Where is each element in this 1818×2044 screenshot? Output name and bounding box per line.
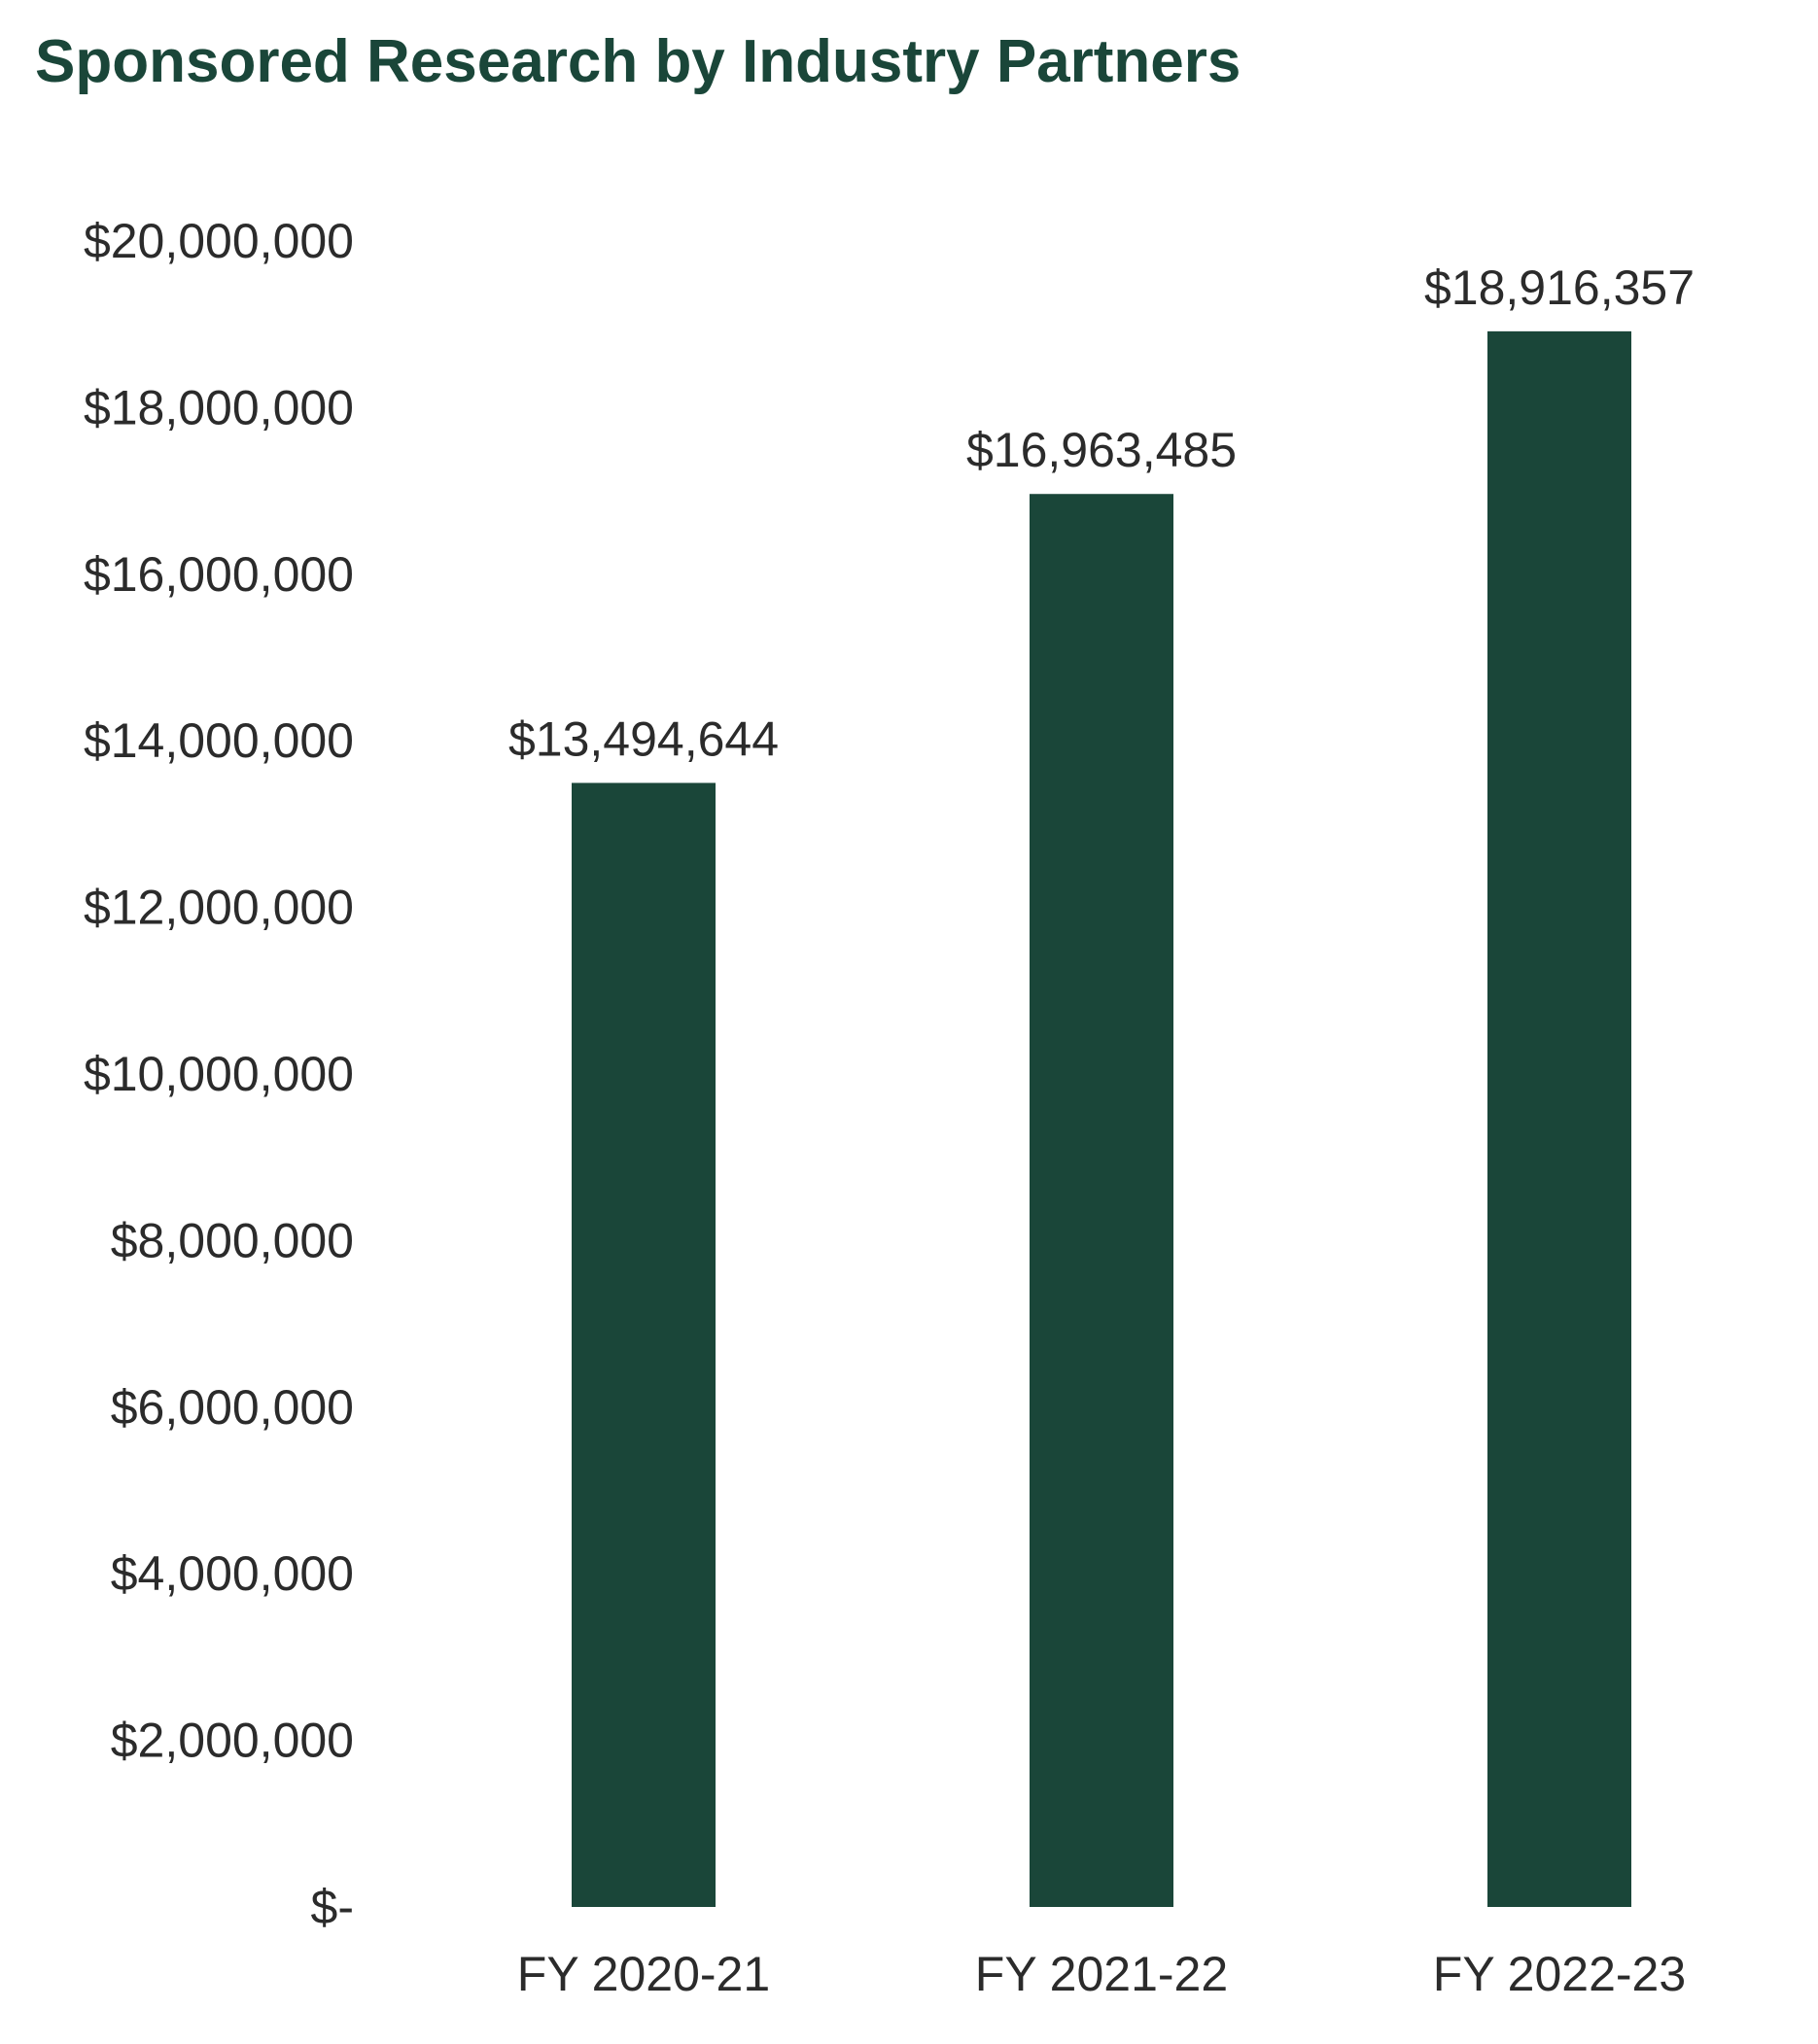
bars (572, 330, 1631, 1908)
y-tick-label: $2,000,000 (111, 1714, 354, 1768)
y-tick-label: $12,000,000 (84, 881, 354, 935)
y-tick-label: $- (311, 1880, 354, 1934)
y-axis: $- $2,000,000 $4,000,000 $6,000,000 $8,000,0… (84, 214, 354, 1934)
data-label: $16,963,485 (966, 423, 1237, 477)
bar (1030, 494, 1173, 1907)
bar (572, 782, 716, 1907)
y-tick-label: $6,000,000 (111, 1380, 354, 1435)
value-labels: $13,494,644 $16,963,485 $18,916,357 (508, 260, 1695, 767)
bar (1487, 330, 1631, 1908)
y-tick-label: $8,000,000 (111, 1213, 354, 1267)
data-label: $13,494,644 (508, 712, 779, 767)
x-tick-label: FY 2022-23 (1433, 1947, 1686, 2001)
x-axis: FY 2020-21 FY 2021-22 FY 2022-23 (517, 1947, 1686, 2001)
x-tick-label: FY 2020-21 (517, 1947, 770, 2001)
y-tick-label: $4,000,000 (111, 1546, 354, 1601)
y-tick-label: $16,000,000 (84, 547, 354, 602)
chart-title: Sponsored Research by Industry Partners (35, 28, 1241, 95)
y-tick-label: $20,000,000 (84, 214, 354, 268)
y-tick-label: $14,000,000 (84, 713, 354, 768)
data-label: $18,916,357 (1424, 260, 1695, 315)
y-tick-label: $18,000,000 (84, 380, 354, 434)
x-tick-label: FY 2021-22 (975, 1947, 1228, 2001)
y-tick-label: $10,000,000 (84, 1047, 354, 1101)
